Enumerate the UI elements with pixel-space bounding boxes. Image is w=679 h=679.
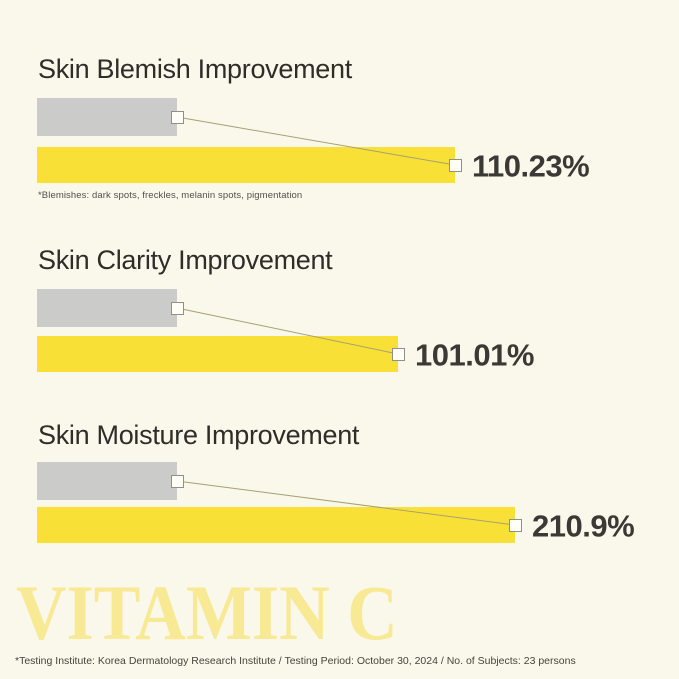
before-bar (37, 462, 177, 500)
before-bar (37, 289, 177, 327)
testing-footer-note: *Testing Institute: Korea Dermatology Re… (15, 655, 576, 667)
section-title: Skin Moisture Improvement (38, 420, 360, 450)
value-label: 110.23% (472, 148, 590, 184)
section-title: Skin Blemish Improvement (38, 54, 352, 84)
before-marker-handle (170, 110, 184, 124)
footnote: *Blemishes: dark spots, freckles, melani… (38, 190, 303, 201)
after-bar (37, 507, 515, 543)
before-bar (37, 98, 177, 136)
after-marker-handle (448, 158, 462, 172)
value-label: 210.9% (532, 508, 635, 544)
before-marker-handle (170, 301, 184, 315)
after-marker-handle (508, 518, 522, 532)
before-marker-handle (170, 474, 184, 488)
after-marker-handle (391, 347, 405, 361)
section-title: Skin Clarity Improvement (38, 245, 333, 275)
product-title: VITAMIN C (16, 570, 398, 657)
value-label: 101.01% (415, 337, 534, 373)
